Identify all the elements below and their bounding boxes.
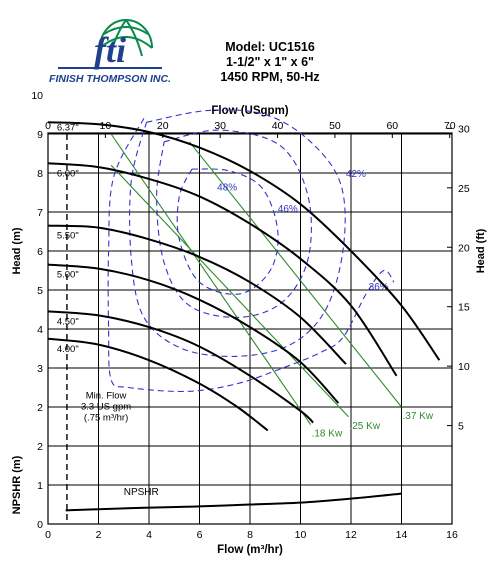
min-flow-label: Min. Flow: [86, 390, 127, 401]
efficiency-curve: [129, 109, 346, 357]
fti-logo: fti FINISH THOMPSON INC.: [49, 19, 171, 85]
power-curve: [110, 164, 349, 418]
pump-model-block: Model: UC1516 1-1/2" x 1" x 6" 1450 RPM,…: [190, 40, 350, 85]
y-tick-label: 4: [37, 324, 43, 336]
globe-icon: [99, 19, 153, 57]
x-axis-label: Flow (m³/hr): [217, 544, 283, 556]
y-tick-label: 10: [31, 90, 43, 102]
impeller-curve-label: 4.50": [57, 316, 79, 327]
impeller-curve-label: 6.00": [57, 168, 79, 179]
impeller-curve-label: 4.00": [57, 344, 79, 355]
impeller-curve: [47, 263, 340, 404]
impeller-curve: [47, 224, 347, 365]
x-top-tick-label: 40: [272, 120, 284, 132]
efficiency-curve-label: 48%: [217, 183, 237, 194]
y-right-tick-label: 25: [458, 183, 470, 195]
y-npshr-tick-label: 2: [37, 441, 43, 453]
power-curve-label: .25 Kw: [349, 421, 380, 432]
pump-size: 1-1/2" x 1" x 6": [226, 55, 314, 69]
y-tick-label: 9: [37, 129, 43, 141]
efficiency-curve-label: 46%: [278, 204, 298, 215]
impeller-curve: [47, 337, 269, 432]
y-npshr-axis-label: NPSHR (m): [11, 455, 23, 514]
y-npshr-tick-label: 0: [37, 519, 43, 531]
y-right-tick-label: 5: [458, 421, 464, 433]
x-top-tick-label: 70: [444, 120, 456, 132]
x-tick-label: 8: [247, 529, 253, 541]
x-top-tick-label: 50: [329, 120, 341, 132]
power-curve: [110, 133, 312, 425]
x-top-tick-label: 60: [386, 120, 398, 132]
x-top-tick-label: 0: [45, 120, 51, 132]
efficiency-curve: [176, 168, 279, 295]
y-tick-label: 5: [37, 285, 43, 297]
x-tick-label: 14: [396, 529, 408, 541]
x-tick-label: 6: [197, 529, 203, 541]
y-axis-label: Head (m): [11, 227, 23, 274]
x-tick-label: 16: [446, 529, 458, 541]
x-tick-label: 0: [45, 529, 51, 541]
x-top-tick-label: 30: [214, 120, 226, 132]
y-tick-label: 7: [37, 207, 43, 219]
impeller-curve: [47, 121, 441, 361]
efficiency-curve-label: 36%: [369, 282, 389, 293]
x-tick-label: 12: [345, 529, 357, 541]
power-curve-label: .37 Kw: [403, 411, 434, 422]
efficiency-curve: [156, 129, 312, 318]
y-tick-label: 6: [37, 246, 43, 258]
x-tick-label: 4: [146, 529, 152, 541]
pump-speed: 1450 RPM, 50-Hz: [220, 70, 320, 84]
efficiency-curve: [107, 118, 395, 393]
impeller-curve: [47, 162, 398, 377]
min-flow-label: 3.3 US gpm: [81, 401, 131, 412]
y-right-tick-label: 15: [458, 302, 470, 314]
y-tick-label: 2: [37, 402, 43, 414]
y-right-tick-label: 20: [458, 242, 470, 254]
x-tick-label: 10: [295, 529, 307, 541]
y-right-axis-label: Head (ft): [475, 228, 487, 273]
y-npshr-tick-label: 1: [37, 480, 43, 492]
y-right-tick-label: 10: [458, 361, 470, 373]
power-curve: [188, 141, 402, 408]
x-top-tick-label: 20: [157, 120, 169, 132]
efficiency-curve-label: 42%: [346, 169, 366, 180]
impeller-curve-label: 6.37": [57, 122, 79, 133]
y-tick-label: 3: [37, 363, 43, 375]
impeller-curve-label: 5.50": [57, 231, 79, 242]
npshr-curve: [65, 492, 402, 512]
x-tick-label: 2: [96, 529, 102, 541]
impeller-curve-label: 5.00": [57, 270, 79, 281]
power-curve-label: .18 Kw: [312, 429, 343, 440]
logo-wordmark: fti: [94, 30, 126, 70]
company-name: FINISH THOMPSON INC.: [49, 73, 171, 85]
y-right-tick-label: 30: [458, 123, 470, 135]
npshr-curve-label: NPSHR: [124, 487, 159, 498]
model-title: Model: UC1516: [225, 40, 315, 54]
impeller-curve: [47, 310, 314, 424]
y-tick-label: 8: [37, 168, 43, 180]
min-flow-label: (.75 m³/hr): [84, 412, 128, 423]
